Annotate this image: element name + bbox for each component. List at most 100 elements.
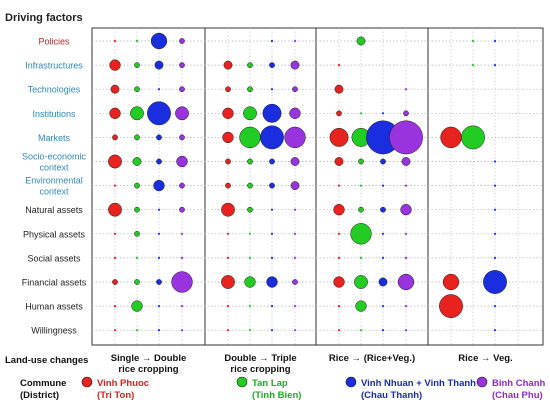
bubble-vinh-nhuan-vinh-thanh xyxy=(156,134,162,141)
bubble-tan-lap xyxy=(135,256,139,259)
bubble-vinh-nhuan-vinh-thanh xyxy=(270,208,274,211)
bubble-binh-chanh xyxy=(290,157,300,166)
bubble-tan-lap xyxy=(355,300,367,312)
legend-marker xyxy=(476,376,488,388)
bubble-tan-lap xyxy=(247,86,253,93)
bubble-vinh-phuoc xyxy=(225,182,231,189)
bubble-tan-lap xyxy=(359,184,363,187)
bubble-vinh-phuoc xyxy=(440,126,462,149)
arrow-icon: → xyxy=(481,353,491,364)
y-axis-title: Driving factors xyxy=(5,12,83,24)
bubble-vinh-phuoc xyxy=(113,39,117,43)
bubble-vinh-nhuan-vinh-thanh xyxy=(380,206,386,213)
bubble-vinh-nhuan-vinh-thanh xyxy=(493,256,497,259)
plot-frame xyxy=(91,27,544,346)
bubble-vinh-nhuan-vinh-thanh xyxy=(157,208,161,211)
legend-district-name: (Chau Thanh) xyxy=(361,390,422,401)
bubble-vinh-nhuan-vinh-thanh xyxy=(157,329,161,332)
bubble-binh-chanh xyxy=(171,271,193,293)
bubble-binh-chanh xyxy=(180,329,184,332)
land-use-change-sublabel: rice cropping xyxy=(118,364,178,375)
legend-title: Commune xyxy=(20,378,66,389)
from-label: Single xyxy=(111,353,142,364)
bubble-vinh-phuoc xyxy=(221,202,235,217)
bubble-tan-lap xyxy=(358,206,364,213)
bubble-vinh-nhuan-vinh-thanh xyxy=(157,232,161,235)
bubble-vinh-phuoc xyxy=(222,107,234,119)
bubble-tan-lap xyxy=(471,64,475,67)
bubble-vinh-phuoc xyxy=(337,64,341,67)
bubble-vinh-nhuan-vinh-thanh xyxy=(493,160,497,163)
bubble-binh-chanh xyxy=(397,273,415,291)
bubble-vinh-phuoc xyxy=(113,329,117,332)
bubble-binh-chanh xyxy=(293,329,297,332)
bubble-vinh-phuoc xyxy=(439,294,463,319)
bubble-tan-lap xyxy=(134,279,140,285)
bubble-tan-lap xyxy=(248,256,252,259)
bubble-tan-lap xyxy=(359,329,363,332)
factor-label: Socio-economic xyxy=(22,152,87,162)
bubble-binh-chanh xyxy=(293,232,297,235)
bubble-tan-lap xyxy=(132,157,142,166)
land-use-change-label: Double → Triple xyxy=(224,353,296,364)
legend-commune-name: Vinh Nhuan + Vinh Thanh xyxy=(361,378,476,389)
bubble-vinh-phuoc xyxy=(337,184,341,187)
bubble-tan-lap xyxy=(134,182,140,189)
bubble-binh-chanh xyxy=(180,305,184,308)
bubble-vinh-phuoc xyxy=(337,305,341,308)
bubble-vinh-phuoc xyxy=(222,131,234,144)
bubble-vinh-nhuan-vinh-thanh xyxy=(493,64,497,67)
bubble-binh-chanh xyxy=(293,256,297,259)
bubble-tan-lap xyxy=(130,106,144,121)
bubble-binh-chanh xyxy=(389,120,423,155)
legend-marker xyxy=(236,376,248,388)
bubble-vinh-nhuan-vinh-thanh xyxy=(381,232,385,235)
bubble-vinh-phuoc xyxy=(336,110,342,117)
bubble-binh-chanh xyxy=(179,62,185,68)
bubble-tan-lap xyxy=(131,300,143,312)
bubble-binh-chanh xyxy=(176,155,188,168)
factor-label: Environmental xyxy=(25,176,83,186)
bubble-vinh-nhuan-vinh-thanh xyxy=(156,279,162,285)
bubble-vinh-nhuan-vinh-thanh xyxy=(270,39,274,43)
bubble-vinh-phuoc xyxy=(112,279,118,285)
bubble-vinh-nhuan-vinh-thanh xyxy=(493,305,497,308)
legend-commune-name: Binh Chanh xyxy=(492,378,545,389)
bubble-vinh-nhuan-vinh-thanh xyxy=(378,277,388,287)
bubble-vinh-nhuan-vinh-thanh xyxy=(270,305,274,308)
bubble-tan-lap xyxy=(358,158,364,165)
bubble-vinh-nhuan-vinh-thanh xyxy=(483,270,507,294)
bubble-binh-chanh xyxy=(175,106,189,121)
bubble-vinh-phuoc xyxy=(113,305,117,308)
bubble-vinh-nhuan-vinh-thanh xyxy=(270,88,274,91)
bubble-vinh-phuoc xyxy=(113,256,117,259)
bubble-vinh-phuoc xyxy=(442,273,460,291)
bubble-tan-lap xyxy=(135,39,139,43)
bubble-binh-chanh xyxy=(293,305,297,308)
bubble-vinh-phuoc xyxy=(225,158,231,165)
bubble-tan-lap xyxy=(248,305,252,308)
factor-label: context xyxy=(39,163,69,173)
legend-district-name: (Chau Phu) xyxy=(492,390,543,401)
bubble-vinh-phuoc xyxy=(109,107,121,119)
factor-label: Natural assets xyxy=(25,205,83,215)
bubble-vinh-nhuan-vinh-thanh xyxy=(157,305,161,308)
bubble-vinh-phuoc xyxy=(329,128,349,147)
bubble-vinh-phuoc xyxy=(333,204,345,216)
factor-label: Social assets xyxy=(27,253,81,263)
legend-commune-name: Vinh Phuoc xyxy=(97,378,149,389)
legend-district-name: (Tinh Bien) xyxy=(252,390,301,401)
bubble-vinh-nhuan-vinh-thanh xyxy=(269,182,275,189)
bubble-vinh-nhuan-vinh-thanh xyxy=(493,184,497,187)
from-label: Rice xyxy=(458,353,481,364)
bubble-vinh-nhuan-vinh-thanh xyxy=(381,184,385,187)
bubble-binh-chanh xyxy=(404,232,408,235)
bubble-vinh-phuoc xyxy=(337,232,341,235)
bubble-vinh-nhuan-vinh-thanh xyxy=(493,39,497,43)
bubble-vinh-nhuan-vinh-thanh xyxy=(154,60,164,70)
bubble-tan-lap xyxy=(248,232,252,235)
to-label: Veg. xyxy=(493,353,513,364)
bubble-binh-chanh xyxy=(290,181,300,191)
